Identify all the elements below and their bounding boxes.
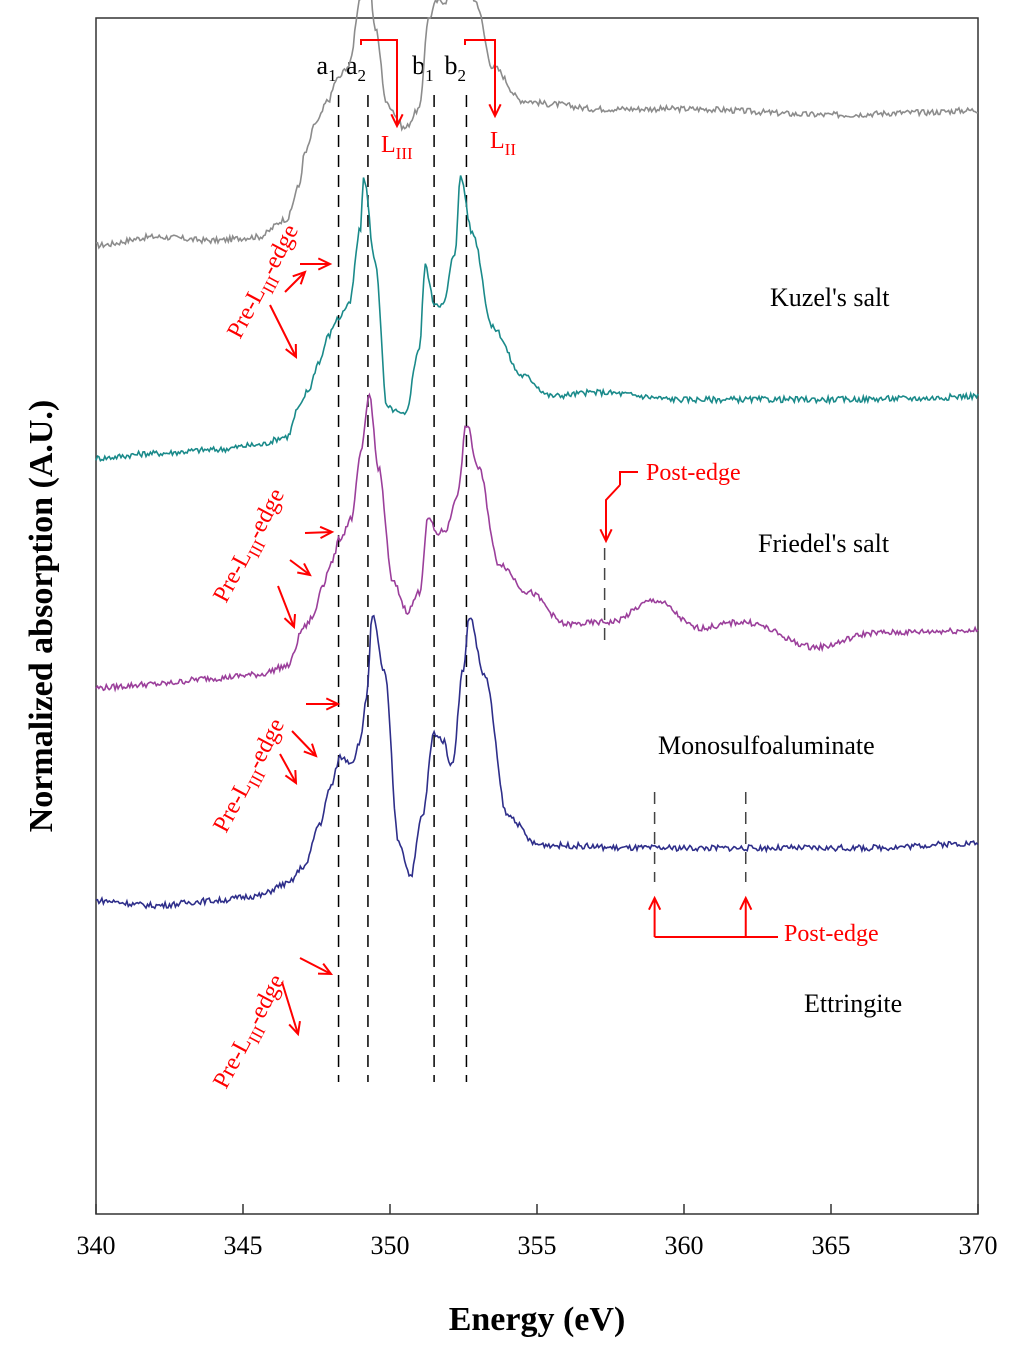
- peak-label-b1: b1: [412, 51, 434, 85]
- post-edge-label-friedel: Post-edge: [646, 460, 741, 486]
- post-edge-bracket-friedel: [619, 471, 638, 485]
- x-tick-label-360: 360: [665, 1231, 704, 1260]
- post-edge-label-mono: Post-edge: [784, 921, 879, 947]
- pre-edge-arrow-1-1-head: [317, 257, 333, 271]
- pre-edge-arrow-3-3-head: [284, 769, 298, 786]
- spectra-series: [95, 0, 979, 910]
- pre-edge-arrow-2-3-head: [283, 613, 297, 630]
- x-axis: 340 345 350 355 360 365 370: [77, 1204, 998, 1260]
- x-tick-label-345: 345: [224, 1231, 263, 1260]
- series-label-monosulfoaluminate: Monosulfoaluminate: [658, 731, 875, 760]
- series-label-friedel-s-salt: Friedel's salt: [758, 529, 890, 558]
- series-label-ettringite: Ettringite: [804, 989, 902, 1018]
- pre-edge-arrow-4-2-head: [288, 1020, 301, 1037]
- post-edge-arrow-mono-1-head: [648, 895, 662, 911]
- series-line-monosulfoaluminate: [95, 392, 979, 693]
- series-line-ettringite: [95, 614, 979, 910]
- post-edge-arrow-friedel-head: [599, 528, 613, 544]
- l2-bracket: [464, 39, 496, 115]
- pre-edge-arrow-2-2-head: [297, 562, 312, 577]
- x-tick-label-340: 340: [77, 1231, 116, 1260]
- pre-edge-arrow-1-2-shaft: [284, 271, 306, 293]
- x-axis-title: Energy (eV): [449, 1301, 626, 1338]
- l3-arrow-head: [390, 113, 404, 129]
- pre-edge-arrow-3-3-shaft: [279, 753, 297, 784]
- pre-edge-arrow-4-1-shaft: [299, 957, 332, 975]
- series-label-kuzel-s-salt: Kuzel's salt: [770, 283, 890, 312]
- x-tick-label-350: 350: [371, 1231, 410, 1260]
- y-axis-title: Normalized absorption (A.U.): [23, 400, 60, 833]
- pre-edge-arrow-3-2-head: [303, 743, 318, 758]
- pre-edge-arrow-2-1-head: [319, 525, 335, 539]
- l3-label: LIII: [381, 132, 413, 163]
- pre-edge-arrow-3-1-head: [325, 697, 341, 711]
- peak-reference-lines: a1 a2 b1 b2: [317, 51, 468, 1082]
- pre-edge-arrow-1-3-head: [285, 343, 298, 360]
- x-tick-label-355: 355: [518, 1231, 557, 1260]
- post-edge-arrow-mono-2-head: [739, 895, 753, 911]
- pre-edge-arrow-2-3-shaft: [277, 585, 295, 628]
- l3-bracket: [360, 39, 398, 125]
- pre-edge-arrow-1-2-head: [292, 270, 307, 285]
- pre-edge-arrow-1-3-shaft: [269, 304, 297, 358]
- l2-arrow-head: [488, 103, 502, 119]
- pre-edge-arrow-2-2-shaft: [289, 559, 311, 576]
- pre-edge-arrow-4-2-shaft: [281, 981, 299, 1035]
- l2-label: LII: [490, 128, 516, 159]
- pre-edge-arrow-3-2-shaft: [291, 730, 317, 757]
- peak-label-a2: a2: [346, 51, 366, 85]
- pre-edge-arrow-2-1-shaft: [304, 531, 333, 534]
- series-line-kuzel-s-salt: [95, 0, 979, 250]
- x-tick-label-365: 365: [812, 1231, 851, 1260]
- series-labels: Kuzel's salt Friedel's salt Monosulfoalumi…: [658, 283, 902, 1018]
- peak-label-a1: a1: [317, 51, 337, 85]
- plot-frame: [95, 17, 979, 1215]
- pre-edge-arrow-4-1-head: [317, 963, 334, 976]
- series-line-friedel-s-salt: [95, 175, 979, 462]
- peak-label-b2: b2: [444, 51, 466, 85]
- x-tick-label-370: 370: [959, 1231, 998, 1260]
